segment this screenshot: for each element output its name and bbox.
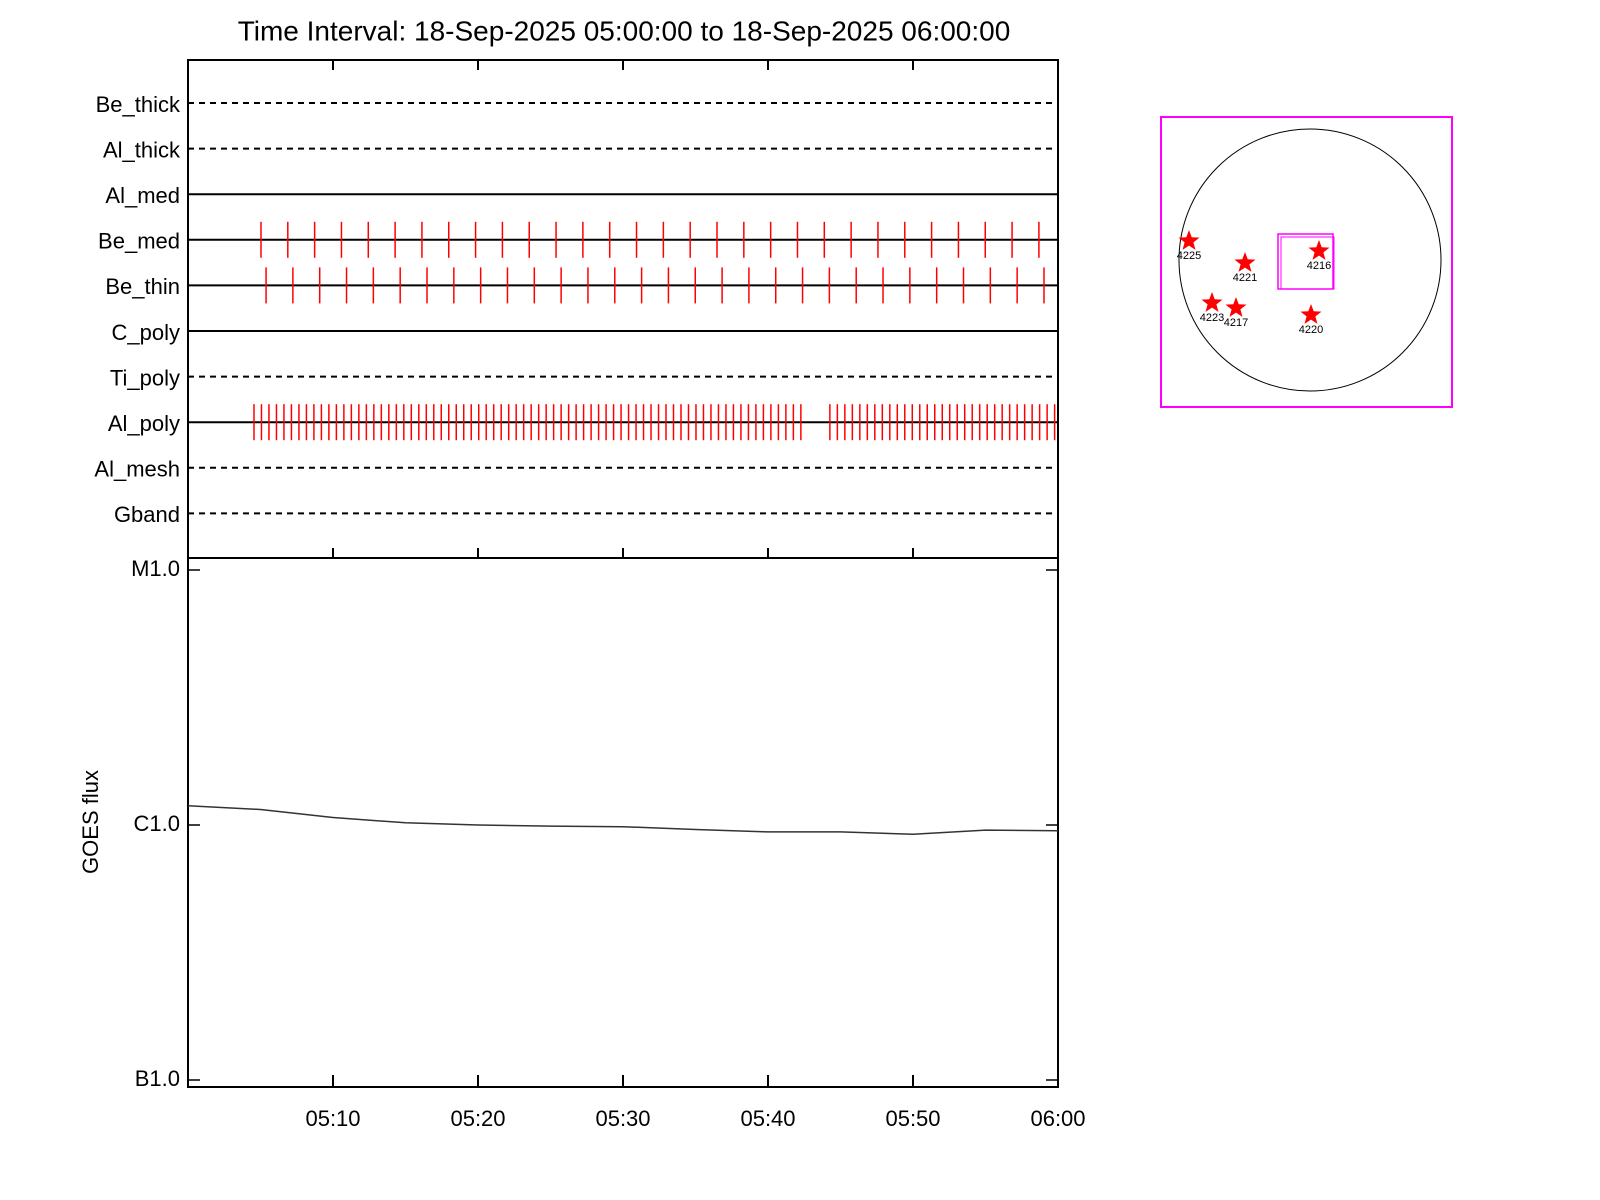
map-frame bbox=[1160, 116, 1453, 408]
region-label: 4223 bbox=[1200, 312, 1224, 324]
y-tick-label: M1.0 bbox=[131, 556, 180, 581]
bottom-panel-frame bbox=[187, 557, 1059, 1088]
flux-line bbox=[187, 804, 1059, 835]
region-marker bbox=[1234, 252, 1256, 272]
channel-label: Ti_poly bbox=[110, 365, 180, 390]
region-label: 4221 bbox=[1233, 272, 1257, 284]
channel-label: Gband bbox=[114, 502, 180, 527]
region-marker bbox=[1225, 297, 1247, 317]
region-marker bbox=[1178, 230, 1200, 250]
region-label: 4220 bbox=[1299, 324, 1323, 336]
channel-label: Al_poly bbox=[108, 411, 180, 436]
y-axis-label: GOES flux bbox=[78, 770, 103, 874]
fov-box bbox=[1280, 236, 1335, 290]
channel-label: Be_thick bbox=[96, 92, 181, 117]
channel-label: Be_med bbox=[98, 229, 180, 254]
x-tick-label: 05:10 bbox=[305, 1106, 360, 1131]
x-tick-label: 05:40 bbox=[740, 1106, 795, 1131]
x-tick-label: 06:00 bbox=[1030, 1106, 1085, 1131]
region-marker bbox=[1308, 240, 1330, 260]
x-tick-label: 05:50 bbox=[885, 1106, 940, 1131]
region-marker bbox=[1300, 304, 1322, 324]
solar-disk bbox=[1178, 128, 1442, 392]
x-tick-label: 05:20 bbox=[450, 1106, 505, 1131]
region-marker bbox=[1201, 292, 1223, 312]
channel-label: Al_med bbox=[105, 183, 180, 208]
channel-label: C_poly bbox=[112, 320, 180, 345]
region-label: 4217 bbox=[1224, 317, 1248, 329]
region-label: 4225 bbox=[1177, 250, 1201, 262]
region-label: 4216 bbox=[1307, 260, 1331, 272]
y-tick-label: B1.0 bbox=[135, 1066, 180, 1091]
chart-title: Time Interval: 18-Sep-2025 05:00:00 to 1… bbox=[238, 15, 1011, 46]
y-tick-label: C1.0 bbox=[134, 811, 180, 836]
x-tick-label: 05:30 bbox=[595, 1106, 650, 1131]
channel-label: Be_thin bbox=[105, 274, 180, 299]
channel-label: Al_mesh bbox=[94, 457, 180, 482]
top-panel-frame bbox=[187, 59, 1059, 559]
channel-label: Al_thick bbox=[103, 137, 181, 162]
